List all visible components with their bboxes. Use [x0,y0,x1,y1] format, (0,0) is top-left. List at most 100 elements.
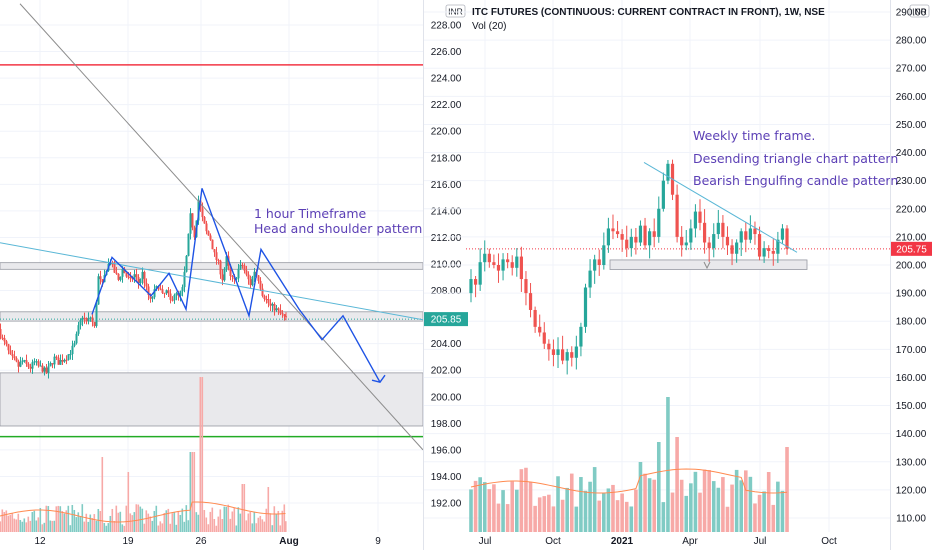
left-candle-body [189,213,192,234]
left-volume-bar [267,487,270,532]
right-chart-title: ITC FUTURES (CONTINUOUS: CURRENT CONTRAC… [472,7,825,18]
right-last-price: 205.75 [896,244,927,255]
left-volume-bar [185,505,188,532]
left-volume-bar [73,509,76,532]
right-candle-body [565,352,569,361]
right-volume-bar [771,504,776,532]
left-candle-body [109,263,112,265]
left-volume-bar [69,525,72,532]
left-volume-bar [107,523,110,532]
right-candle-body [767,248,771,251]
left-volume-bar [179,514,182,532]
left-y-tick-label: 222.00 [431,100,462,111]
left-candle-body [59,360,62,365]
left-volume-bar [203,510,206,532]
right-volume-bar [533,505,537,532]
left-volume-bar [77,512,80,532]
right-last-price-tag: 205.75 [891,241,932,256]
left-y-tick-label: 194.00 [431,472,462,483]
left-candle-body [0,329,2,338]
left-volume-bar [281,510,284,532]
left-volume-bar [11,513,14,532]
right-volume-bar [606,488,611,532]
left-candle-body [165,290,168,294]
left-candle-body [285,316,287,318]
right-candle-body [689,228,693,243]
right-zone [466,248,890,270]
left-volume-bar [43,522,46,532]
left-candle-body [99,276,102,280]
left-candle-body [217,260,220,262]
left-candle-body [231,276,234,278]
left-volume-bar [37,517,40,532]
left-candle-body [193,227,196,238]
right-volume-bar [739,480,744,532]
left-x-tick-label: 26 [195,536,207,547]
right-candle-body [483,253,487,263]
right-candle-body [579,326,583,347]
right-candle-body [785,228,789,249]
right-volume-bar [753,503,757,532]
right-y-tick-label: 190.00 [896,289,927,300]
left-volume-bar [261,519,264,532]
right-x-ticks: Jul Oct 2021 Apr Jul Oct [479,536,837,547]
left-x-tick-label: 9 [375,536,381,547]
right-volume-bar [542,496,547,532]
left-candle-body [63,359,66,362]
head-shoulders-line [91,188,381,383]
left-candle-body [119,276,122,280]
right-currency-label: INR [912,7,927,17]
left-candle-body [17,361,20,367]
left-volume-bar [19,519,22,532]
right-candle-body [528,293,533,310]
right-candle-body [675,194,679,237]
left-volume-bar [13,518,16,532]
left-candle-body [125,273,128,277]
left-y-tick-label: 200.00 [431,392,462,403]
right-volume-bar [748,476,753,532]
left-volume-bar [5,510,8,532]
left-candle-body [223,268,226,281]
left-volume-bar [53,520,56,532]
left-y-tick-label: 216.00 [431,180,462,191]
right-volume-bar [744,470,748,532]
left-levels [0,64,423,438]
right-candle-body [712,234,716,249]
right-candle-body [469,279,473,294]
left-candle-body [51,363,54,365]
left-volume-bar [59,506,62,532]
left-volume-bar [39,507,42,532]
left-candle-body [129,276,132,279]
left-candle-body [21,360,24,363]
right-volume-bar [716,487,721,532]
left-price-axis: INR 192.00194.00196.00198.00200.00202.00… [423,0,466,550]
left-volume-bar [171,513,174,532]
left-volume-bar [127,472,130,532]
left-candle-body [25,360,28,364]
right-annotation-2: Desending triangle chart pattern [693,151,898,166]
left-volume-bar [101,457,104,532]
left-candle-body [45,367,48,374]
left-volume-bar [49,520,52,532]
left-candle-body [97,276,100,305]
left-x-tick-label: Aug [279,536,298,547]
left-last-price-tag: 205.85 [424,312,468,327]
right-volume-bar [702,469,707,532]
right-volume-bar [693,471,698,532]
left-candle-body [49,363,52,367]
right-y-tick-label: 150.00 [896,401,927,412]
left-volume-bar [193,452,196,532]
right-volume-bar [611,484,615,532]
right-volume-bar [505,504,510,532]
right-candle-body [574,346,578,358]
left-candle-body [211,239,214,250]
left-candle-body [65,359,68,361]
right-candle-body [492,262,496,265]
right-volume-bar [679,479,684,532]
right-volume-bar [469,489,473,532]
right-candle-body [533,309,537,327]
right-volume-bar [698,492,702,532]
left-candle-body [275,308,278,311]
left-y-tick-label: 198.00 [431,419,462,430]
left-volume-bar [207,524,210,532]
